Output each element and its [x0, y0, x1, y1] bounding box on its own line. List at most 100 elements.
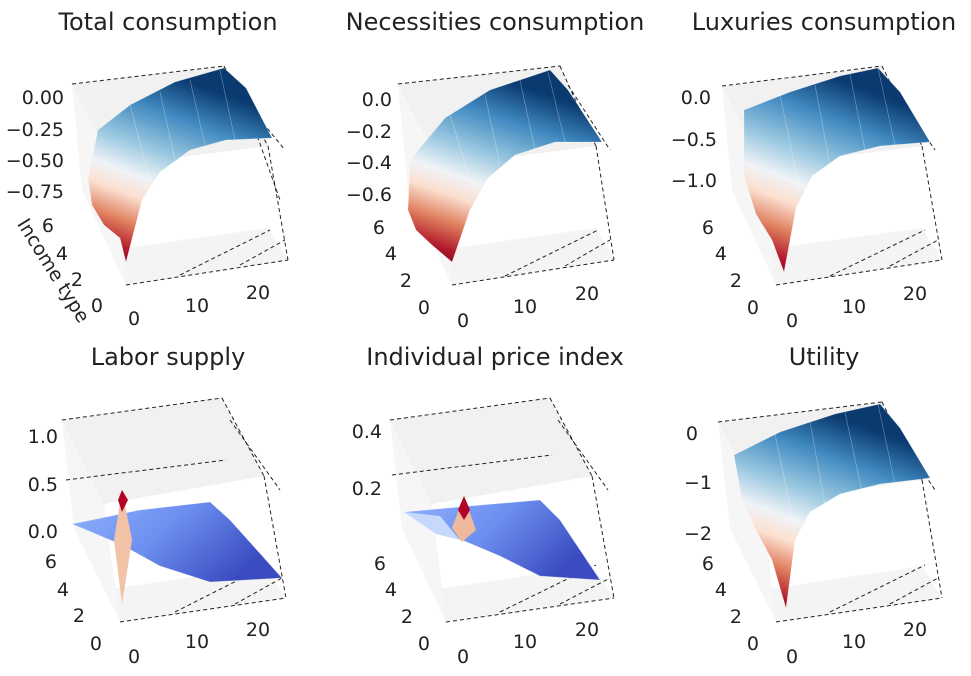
z-tick-label: 0: [686, 423, 698, 445]
surface: [743, 67, 931, 274]
x-tick-label: 0: [128, 646, 140, 668]
z-tick-label: −0.25: [6, 119, 64, 141]
y-tick-label: 6: [702, 217, 714, 239]
floor: [112, 228, 288, 285]
y-tick-labels: 6 4 2 0: [373, 217, 430, 319]
x-tick-label: 10: [185, 631, 209, 653]
z-tick-label: 1.0: [28, 426, 58, 448]
y-tick-label: 0: [90, 633, 102, 655]
z-tick-label: 0.00: [22, 87, 64, 109]
y-tick-label: 2: [71, 269, 83, 291]
surface: [407, 69, 603, 263]
y-tick-label: 4: [56, 243, 68, 265]
x-tick-label: 20: [246, 282, 270, 304]
panel-luxuries-consumption: Luxuries consumption 0.0 −0.5 −1.0: [671, 8, 956, 332]
z-tick-labels: 0.0 0.5 1.0: [28, 426, 58, 543]
y-tick-label: 6: [373, 217, 385, 239]
x-tick-label: 10: [513, 296, 537, 318]
surface-mesh: [449, 71, 566, 196]
x-tick-label: 20: [575, 619, 599, 641]
x-tick-labels: 0 10 20: [457, 283, 599, 332]
x-tick-labels: 0 10 20: [128, 282, 270, 330]
z-tick-label: 0.4: [352, 421, 382, 443]
y-tick-label: 0: [91, 295, 103, 317]
y-tick-labels: 6 4 2 0: [374, 553, 430, 655]
x-tick-labels: 0 10 20: [786, 283, 927, 332]
chart-title: Labor supply: [91, 343, 246, 371]
y-tick-label: 0: [747, 297, 759, 319]
surface: [733, 403, 931, 609]
z-tick-label: −0.75: [6, 181, 64, 203]
x-tick-label: 10: [842, 631, 866, 653]
chart-title: Total consumption: [57, 8, 277, 36]
back-wall: [62, 398, 264, 504]
z-tick-label: −1: [684, 472, 712, 494]
panel-utility: Utility 0 −1 −2 6: [684, 343, 943, 668]
panel-individual-price-index: Individual price index 0.2 0.4: [352, 343, 624, 668]
z-tick-label: 0.0: [28, 521, 58, 543]
back-wall: [390, 398, 592, 504]
z-tick-labels: 0.0 −0.2 −0.4 −0.6: [346, 89, 392, 206]
surface-spike: [114, 490, 132, 604]
x-tick-labels: 0 10 20: [128, 619, 270, 668]
surface-mesh: [774, 403, 896, 531]
y-tick-label: 4: [385, 579, 397, 601]
side-wall: [718, 422, 776, 622]
y-tick-label: 0: [747, 633, 759, 655]
x-tick-labels: 0 10 20: [786, 619, 927, 668]
y-tick-label: 6: [42, 215, 54, 237]
y-tick-labels: 6 4 2 0: [42, 215, 103, 317]
x-tick-label: 20: [903, 619, 927, 641]
floor: [762, 566, 942, 622]
y-tick-labels: 6 4 2 0: [702, 553, 759, 655]
z-tick-label: 0.2: [352, 478, 382, 500]
grid: [389, 397, 615, 623]
floor: [432, 566, 614, 622]
surface-spike-peak: [458, 496, 470, 520]
y-tick-labels: 6 4 2 0: [702, 217, 759, 319]
y-tick-label: 2: [730, 606, 742, 628]
z-tick-label: −2: [684, 523, 712, 545]
z-tick-label: −0.5: [671, 129, 717, 151]
z-tick-label: −0.50: [6, 150, 64, 172]
x-tick-label: 0: [457, 310, 469, 332]
z-tick-labels: 0.2 0.4: [352, 421, 382, 500]
y-tick-label: 6: [702, 553, 714, 575]
y-tick-label: 4: [715, 579, 727, 601]
surface-spike-peak: [118, 490, 128, 512]
y-tick-label: 2: [730, 270, 742, 292]
surface: [87, 67, 273, 263]
y-tick-label: 2: [400, 270, 412, 292]
surface-mesh: [779, 67, 896, 191]
y-tick-label: 0: [418, 297, 430, 319]
z-tick-labels: 0.00 −0.25 −0.50 −0.75: [6, 87, 64, 203]
panel-total-consumption: Total consumption 0.00 −0.25 −0: [6, 8, 289, 330]
y-tick-label: 2: [73, 605, 85, 627]
z-tick-label: −0.4: [346, 152, 392, 174]
y-tick-label: 6: [45, 551, 57, 573]
x-tick-label: 20: [903, 283, 927, 305]
z-tick-label: 0.0: [681, 87, 711, 109]
chart-title: Utility: [789, 343, 860, 371]
z-tick-label: 0.5: [28, 474, 58, 496]
z-tick-labels: 0 −1 −2: [684, 423, 712, 545]
x-tick-label: 10: [842, 296, 866, 318]
surface-mesh: [129, 69, 236, 181]
panel-necessities-consumption: Necessities consumption 0.0 −0.2 −0.4: [346, 8, 645, 332]
y-tick-label: 4: [57, 579, 69, 601]
y-tick-label: 0: [418, 633, 430, 655]
z-tick-labels: 0.0 −0.5 −1.0: [671, 87, 717, 192]
y-tick-label: 2: [401, 606, 413, 628]
x-tick-label: 10: [513, 631, 537, 653]
panel-labor-supply: Labor supply 0.0 0.5 1.0 6: [28, 343, 287, 668]
x-tick-label: 10: [185, 295, 209, 317]
floor: [440, 228, 614, 285]
z-tick-label: −1.0: [671, 170, 717, 192]
x-tick-label: 0: [457, 646, 469, 668]
x-tick-label: 0: [786, 310, 798, 332]
chart-title: Luxuries consumption: [692, 8, 956, 36]
y-tick-labels: 6 4 2 0: [45, 551, 102, 655]
x-tick-labels: 0 10 20: [457, 619, 599, 668]
grid: [397, 65, 615, 286]
